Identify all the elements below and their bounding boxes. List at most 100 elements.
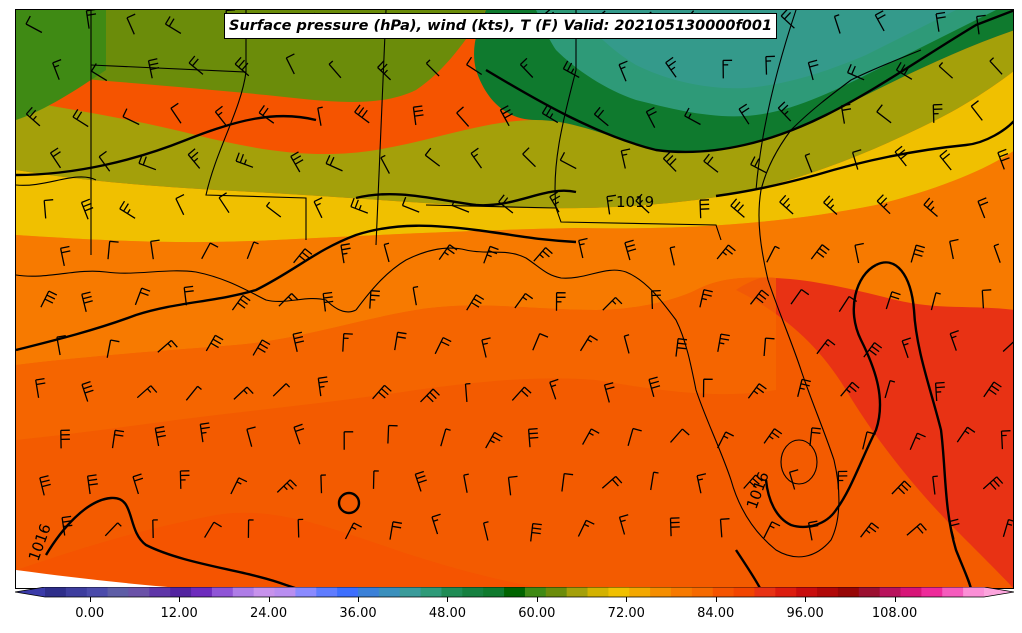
wind-barb <box>699 199 710 219</box>
wind-barb <box>466 294 485 311</box>
colorbar-tick-label: 96.00 <box>786 606 824 621</box>
wind-barb <box>670 428 690 443</box>
wind-barb <box>104 522 122 537</box>
wind-barb <box>252 339 271 356</box>
wind-barb <box>981 289 992 309</box>
colorbar-segment <box>378 587 401 597</box>
colorbar-segment <box>399 587 422 597</box>
wind-barb <box>185 385 202 401</box>
colorbar-segment <box>65 587 88 597</box>
colorbar-segment <box>211 587 234 597</box>
wind-barb <box>669 517 680 537</box>
wind-barb <box>618 60 628 82</box>
colorbar-segment <box>337 587 359 597</box>
wind-barb <box>618 514 629 535</box>
wind-barb <box>651 289 661 310</box>
wind-barb <box>107 240 119 260</box>
wind-barb <box>199 422 210 443</box>
wind-barb <box>60 429 70 449</box>
wind-barb <box>648 376 661 397</box>
wind-barb <box>157 339 178 353</box>
wind-barb <box>874 10 886 32</box>
wind-barb <box>98 150 111 172</box>
temperature-band-orange <box>16 151 1013 365</box>
wind-barb <box>527 427 539 448</box>
wind-barb <box>788 469 799 490</box>
temperature-band-yellow <box>16 71 1013 243</box>
wind-barb <box>272 383 291 397</box>
colorbar-segment <box>232 587 255 597</box>
wind-barb <box>993 243 1001 263</box>
wind-barb <box>970 100 983 121</box>
wind-barb <box>389 521 403 540</box>
wind-barb <box>620 148 631 169</box>
wind-barb <box>81 380 94 402</box>
wind-barb <box>763 521 781 539</box>
wind-barb <box>265 201 282 218</box>
wind-barb <box>763 337 775 357</box>
wind-barb <box>86 474 98 495</box>
colorbar-segment <box>149 587 171 597</box>
wind-barb <box>810 244 830 260</box>
wind-barb <box>328 60 342 79</box>
colorbar-segment <box>796 587 818 597</box>
wind-barb <box>372 384 392 400</box>
wind-barb <box>258 105 275 124</box>
wind-barb <box>719 518 730 538</box>
wind-barb <box>154 426 166 447</box>
wind-barb <box>438 244 458 260</box>
wind-barb <box>483 245 499 264</box>
colorbar-segment <box>963 587 985 597</box>
wind-barb <box>749 289 770 305</box>
wind-barb <box>665 56 677 78</box>
wind-barb <box>420 388 440 403</box>
wind-barb <box>804 153 813 173</box>
wind-barb <box>876 194 891 215</box>
wind-barb <box>627 427 642 446</box>
wind-barb <box>231 294 251 311</box>
wind-barb <box>175 194 185 216</box>
wind-barb <box>434 337 452 355</box>
colorbar-segment <box>45 587 67 597</box>
wind-barb <box>851 149 862 170</box>
colorbar-segment <box>358 587 380 597</box>
colorbar-segment <box>524 587 547 597</box>
colorbar-tick-mark <box>268 597 270 602</box>
temperature-band-orange-2 <box>16 277 776 440</box>
wind-barb <box>377 60 392 81</box>
colorbar-tick-mark <box>894 597 896 602</box>
wind-barb <box>684 107 701 126</box>
wind-barb <box>847 64 865 81</box>
colorbar-segment <box>107 587 130 597</box>
wind-barb <box>717 431 734 449</box>
wind-barb <box>25 106 41 127</box>
wind-barb <box>325 155 343 172</box>
colorbar-segment <box>504 587 526 597</box>
wind-barb <box>779 194 794 215</box>
wind-barb <box>201 242 219 260</box>
colorbar-segment <box>775 587 797 597</box>
colorbar-segment <box>817 587 839 597</box>
wind-barb <box>549 191 561 213</box>
wind-barb <box>669 246 676 266</box>
wind-barb <box>431 513 441 535</box>
colorbar-segment <box>191 587 213 597</box>
wind-barb <box>932 103 943 123</box>
colorbar-segment <box>942 587 964 597</box>
wind-barb <box>511 386 532 401</box>
wind-barb <box>923 197 938 217</box>
colorbar-tick-label: 72.00 <box>607 606 645 621</box>
wind-barb <box>412 105 424 126</box>
wind-barb <box>80 198 94 220</box>
wind-barb <box>106 339 120 358</box>
wind-barb <box>485 431 503 449</box>
wind-barb <box>138 154 157 171</box>
wind-barb <box>40 290 58 308</box>
wind-barb <box>559 151 577 170</box>
colorbar-segment <box>170 587 192 597</box>
wind-barb <box>72 109 89 128</box>
wind-barb <box>747 383 767 399</box>
wind-barb <box>977 197 989 219</box>
wind-barb <box>285 53 295 75</box>
wind-barb <box>578 237 588 259</box>
